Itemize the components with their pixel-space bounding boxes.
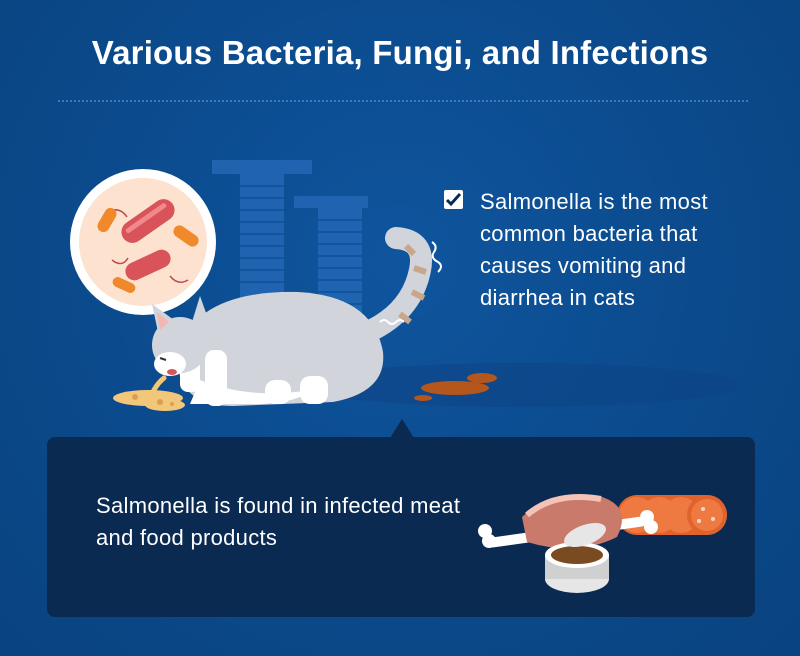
- vomit-puddle: [113, 375, 185, 411]
- sausage-icon: [617, 495, 727, 535]
- scene-illustration: [70, 160, 497, 411]
- title-divider: [58, 100, 748, 102]
- cat-food-can-icon: [545, 522, 609, 593]
- cat-illustration: [152, 227, 442, 406]
- checkbox-icon: [444, 190, 463, 209]
- fact-text: Salmonella is the most common bacteria t…: [480, 189, 708, 310]
- panel-pointer: [390, 419, 414, 438]
- meat-and-food-illustration: [478, 494, 727, 593]
- page-title: Various Bacteria, Fungi, and Infections: [91, 34, 709, 71]
- panel-text: Salmonella is found in infected meat and…: [96, 493, 461, 550]
- info-panel: Salmonella is found in infected meat and…: [47, 437, 755, 617]
- bacteria-magnifier-icon: [70, 169, 216, 315]
- diarrhea-puddle: [414, 373, 497, 401]
- fact-item: Salmonella is the most common bacteria t…: [444, 186, 764, 314]
